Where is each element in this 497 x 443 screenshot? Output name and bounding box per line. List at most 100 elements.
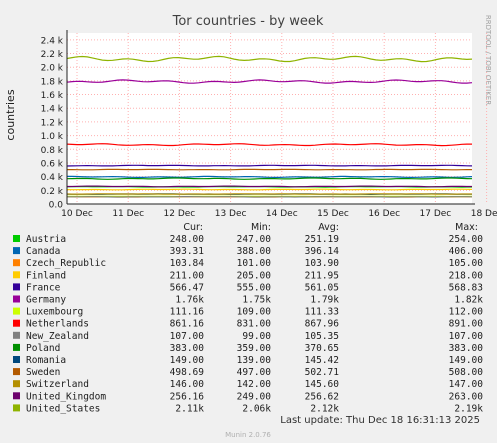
- legend-value-avg: 1.79k: [310, 295, 339, 306]
- legend-swatch: [13, 380, 20, 388]
- y-tick-label: 2.2 k: [41, 50, 64, 60]
- legend-series-name: Switzerland: [26, 379, 89, 390]
- y-tick-label: 1.8 k: [41, 77, 64, 87]
- legend-value-cur: 103.84: [170, 258, 205, 269]
- legend-value-cur: 111.16: [170, 307, 205, 318]
- legend-value-max: 147.00: [449, 379, 484, 390]
- x-tick-label: 10 Dec: [61, 209, 93, 219]
- legend-value-avg: 105.35: [305, 331, 339, 342]
- legend-column-header: Cur:: [183, 222, 203, 233]
- legend-value-max: 263.00: [449, 391, 484, 402]
- legend-value-min: 247.00: [237, 234, 272, 245]
- legend-swatch: [13, 343, 20, 351]
- y-tick-label: 1.6 k: [41, 91, 64, 101]
- legend-series-name: United_States: [26, 403, 100, 414]
- legend-swatch: [13, 331, 20, 339]
- legend-swatch: [13, 356, 20, 363]
- legend-value-min: 99.00: [242, 331, 271, 342]
- legend-value-cur: 248.00: [170, 234, 205, 245]
- x-tick-label: 15 Dec: [317, 209, 349, 219]
- x-tick-label: 12 Dec: [164, 209, 196, 219]
- legend-swatch: [13, 235, 20, 242]
- legend-value-cur: 211.00: [170, 270, 205, 281]
- legend-series-name: Canada: [26, 246, 60, 257]
- series-line-germany: [66, 79, 473, 84]
- legend-value-avg: 211.95: [305, 270, 339, 281]
- legend-value-cur: 383.00: [170, 343, 205, 354]
- legend-value-cur: 256.16: [170, 391, 205, 402]
- legend-value-min: 359.00: [237, 343, 272, 354]
- legend-value-cur: 393.31: [170, 246, 205, 257]
- legend-value-min: 249.00: [237, 391, 272, 402]
- x-tick-label: 14 Dec: [266, 209, 298, 219]
- legend-value-max: 254.00: [449, 234, 484, 245]
- legend-series-name: United_Kingdom: [26, 391, 106, 402]
- legend-column-header: Max:: [455, 222, 478, 233]
- legend-value-min: 205.00: [237, 270, 272, 281]
- x-tick-label: 17 Dec: [420, 209, 452, 219]
- legend-series-name: Germany: [26, 295, 66, 306]
- legend-series-name: Finland: [26, 270, 66, 281]
- legend-value-min: 388.00: [237, 246, 272, 257]
- legend-value-avg: 145.60: [305, 379, 340, 390]
- x-tick-label: 13 Dec: [215, 209, 247, 219]
- legend-value-min: 109.00: [237, 307, 272, 318]
- legend-swatch: [13, 283, 20, 291]
- legend-value-max: 107.00: [449, 331, 484, 342]
- rrdtool-credit: RRDTOOL / TOBI OETIKER: [484, 15, 492, 105]
- legend-value-cur: 107.00: [170, 331, 205, 342]
- legend-value-avg: 396.14: [305, 246, 340, 257]
- legend-swatch: [13, 259, 20, 267]
- legend-value-avg: 103.90: [305, 258, 340, 269]
- legend-value-avg: 370.65: [305, 343, 339, 354]
- legend-value-avg: 256.62: [305, 391, 339, 402]
- legend-value-cur: 566.47: [170, 282, 204, 293]
- legend-series-name: Luxembourg: [26, 307, 83, 318]
- legend-series-name: Austria: [26, 234, 66, 245]
- legend-value-max: 112.00: [449, 307, 484, 318]
- legend-value-min: 2.06k: [242, 403, 271, 414]
- legend-series-name: Sweden: [26, 367, 60, 378]
- series-line-poland: [66, 177, 473, 180]
- legend-value-max: 105.00: [449, 258, 484, 269]
- legend-swatch: [13, 247, 20, 255]
- legend-value-avg: 502.71: [305, 367, 340, 378]
- legend-value-avg: 111.33: [305, 307, 339, 318]
- legend-value-min: 139.00: [237, 355, 272, 366]
- x-tick-label: 18 Dec: [471, 209, 497, 219]
- legend-value-max: 406.00: [449, 246, 484, 257]
- legend-value-avg: 561.05: [305, 282, 339, 293]
- legend-value-avg: 2.12k: [310, 403, 339, 414]
- legend-value-avg: 251.19: [305, 234, 340, 245]
- series-line-united-kingdom: [67, 185, 472, 188]
- y-tick-label: 0.0: [49, 201, 64, 211]
- legend-series-name: New_Zealand: [26, 331, 89, 342]
- legend-value-max: 383.00: [449, 343, 484, 354]
- x-tick-label: 16 Dec: [368, 209, 400, 219]
- y-tick-label: 2.0 k: [41, 64, 64, 74]
- y-tick-label: 1.0 k: [41, 132, 64, 142]
- legend-value-cur: 2.11k: [175, 403, 204, 414]
- chart-title: Tor countries - by week: [172, 14, 324, 29]
- series-line-netherlands: [66, 143, 472, 147]
- legend-series-name: France: [26, 282, 61, 293]
- legend-swatch: [13, 404, 20, 412]
- x-tick-label: 11 Dec: [112, 209, 144, 219]
- legend-swatch: [13, 319, 20, 327]
- legend-value-min: 142.00: [237, 379, 272, 390]
- legend-swatch: [13, 307, 20, 315]
- legend-series-name: Netherlands: [26, 319, 89, 330]
- y-tick-label: 0.4 k: [41, 173, 64, 183]
- munin-version: Munin 2.0.76: [225, 431, 271, 439]
- axes: 0.0 0.2 k 0.4 k 0.6 k 0.8 k 1.0 k 1.2 k 1.4 k 1.…: [41, 30, 497, 219]
- legend-series-name: Romania: [26, 355, 66, 366]
- legend-value-max: 1.82k: [454, 295, 483, 306]
- legend-value-cur: 861.16: [170, 319, 205, 330]
- legend-value-max: 568.83: [449, 282, 483, 293]
- legend-value-avg: 145.42: [305, 355, 339, 366]
- legend-column-header: Avg:: [318, 222, 339, 233]
- legend-value-min: 497.00: [237, 367, 272, 378]
- series-line-united-states: [66, 55, 473, 63]
- series-lines: [66, 55, 473, 198]
